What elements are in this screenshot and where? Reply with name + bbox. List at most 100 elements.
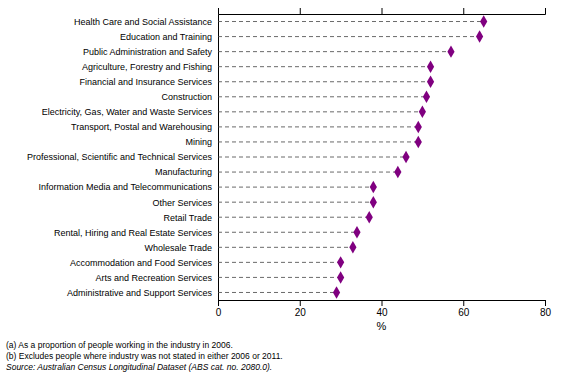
y-tick: Manufacturing — [155, 167, 212, 177]
x-axis-line — [219, 301, 546, 307]
y-tick-label: Public Administration and Safety — [83, 47, 213, 57]
y-tick-label: Construction — [161, 92, 212, 102]
x-tick-mark — [218, 8, 219, 14]
x-tick-top — [382, 8, 383, 14]
x-tick-top — [218, 8, 219, 14]
marker — [427, 60, 434, 72]
footnote: Source: Australian Census Longitudinal D… — [6, 362, 272, 372]
y-tick-label: Information Media and Telecommunications — [39, 182, 213, 192]
marker — [337, 256, 344, 268]
x-tick-mark — [463, 300, 464, 306]
stem — [218, 202, 373, 203]
footnote: (a) As a proportion of people working in… — [6, 340, 233, 350]
stem — [218, 172, 398, 173]
stem — [218, 157, 406, 158]
y-tick: Health Care and Social Assistance — [74, 17, 212, 27]
x-tick-mark — [545, 300, 546, 306]
y-tick-label: Rental, Hiring and Real Estate Services — [54, 228, 213, 238]
x-tick-mark — [218, 300, 219, 306]
stem — [218, 187, 373, 188]
y-tick: Retail Trade — [163, 213, 212, 223]
stem — [218, 232, 357, 233]
marker — [427, 75, 434, 87]
x-axis-top-line — [219, 8, 546, 15]
marker — [447, 45, 454, 57]
marker — [419, 106, 426, 118]
stem — [218, 262, 341, 263]
stem — [218, 217, 369, 218]
marker — [423, 91, 430, 103]
y-tick: Electricity, Gas, Water and Waste Servic… — [42, 107, 213, 117]
y-tick: Public Administration and Safety — [83, 47, 213, 57]
y-tick: Other Services — [152, 198, 212, 208]
marker — [337, 271, 344, 283]
plot: 0 20 40 60 80 Health Care and Social Assistan… — [27, 8, 551, 332]
x-tick-mark — [300, 8, 301, 14]
stem — [218, 111, 422, 112]
x-axis-top — [219, 8, 546, 15]
stem — [218, 141, 418, 142]
x-tick: 0 — [216, 300, 222, 318]
x-tick: 20 — [295, 300, 307, 318]
x-tick-top — [300, 8, 301, 14]
y-tick: Arts and Recreation Services — [95, 273, 212, 283]
y-tick: Accommodation and Food Services — [70, 258, 213, 268]
stem — [218, 66, 431, 67]
stem — [218, 126, 418, 127]
y-tick-label: Health Care and Social Assistance — [74, 17, 212, 27]
marker — [333, 286, 340, 298]
y-tick: Financial and Insurance Services — [79, 77, 212, 87]
marker — [480, 15, 487, 27]
x-axis: 0 20 40 60 80 — [216, 300, 552, 318]
x-tick: 60 — [458, 300, 470, 318]
marker — [476, 30, 483, 42]
y-tick-label: Other Services — [152, 198, 212, 208]
marker — [366, 211, 373, 223]
x-tick-label: 20 — [295, 307, 307, 318]
stem — [218, 21, 484, 22]
y-tick-label: Arts and Recreation Services — [95, 273, 212, 283]
y-tick-label: Wholesale Trade — [144, 243, 212, 253]
y-tick: Rental, Hiring and Real Estate Services — [54, 228, 213, 238]
stem — [218, 51, 451, 52]
y-tick-label: Retail Trade — [163, 213, 212, 223]
stem — [218, 247, 353, 248]
y-tick-label: Transport, Postal and Warehousing — [71, 122, 212, 132]
marker — [349, 241, 356, 253]
y-tick: Wholesale Trade — [144, 243, 212, 253]
y-tick: Transport, Postal and Warehousing — [71, 122, 212, 132]
x-tick-label: 80 — [540, 307, 552, 318]
x-tick-top — [545, 8, 546, 14]
y-tick-label: Professional, Scientific and Technical S… — [27, 152, 212, 162]
y-tick: Education and Training — [120, 32, 212, 42]
x-tick-label: 40 — [376, 307, 388, 318]
marker — [415, 121, 422, 133]
y-tick: Agriculture, Forestry and Fishing — [82, 62, 212, 72]
footnotes: (a) As a proportion of people working in… — [6, 340, 283, 372]
y-tick-label: Education and Training — [120, 32, 212, 42]
x-tick-mark — [300, 300, 301, 306]
y-tick-label: Accommodation and Food Services — [70, 258, 213, 268]
x-tick-mark — [382, 300, 383, 306]
marker — [415, 136, 422, 148]
x-tick-top — [463, 8, 464, 14]
marker — [353, 226, 360, 238]
y-tick: Information Media and Telecommunications — [39, 182, 213, 192]
x-tick-mark — [463, 8, 464, 14]
y-tick-label: Mining — [185, 137, 212, 147]
y-tick-label: Manufacturing — [155, 167, 212, 177]
marker — [370, 181, 377, 193]
y-tick: Professional, Scientific and Technical S… — [27, 152, 212, 162]
y-tick-label: Administrative and Support Services — [67, 288, 213, 298]
chart: 0 20 40 60 80 Health Care and Social Assistan… — [0, 0, 567, 378]
x-tick-mark — [382, 8, 383, 14]
marks — [218, 15, 487, 298]
y-tick-label: Agriculture, Forestry and Fishing — [82, 62, 212, 72]
y-axis-line — [218, 15, 219, 301]
x-axis-title: % — [377, 320, 387, 332]
stem — [218, 36, 480, 37]
x-tick-mark — [545, 8, 546, 14]
footnote: (b) Excludes people where industry was n… — [6, 351, 283, 361]
y-tick: Administrative and Support Services — [67, 288, 213, 298]
x-tick-label: 60 — [458, 307, 470, 318]
